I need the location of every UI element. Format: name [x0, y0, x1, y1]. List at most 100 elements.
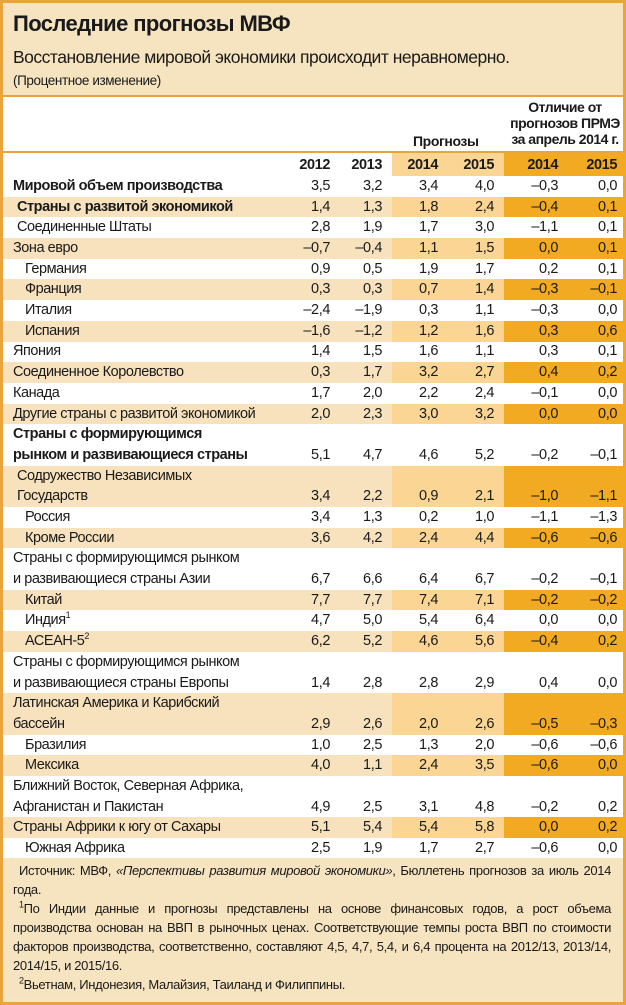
- value-2013-cell: 6,6: [363, 571, 382, 588]
- diff-2015-cell: –0,2: [568, 589, 626, 611]
- table-row: Мировой объем производства 3,5 3,2 3,4 4,0 –0…: [3, 176, 623, 197]
- table-row: Страны с формирующимся рынком и развивающ…: [3, 548, 623, 589]
- row-label: Зона евро: [3, 238, 288, 259]
- forecast-2014-cell: 6,4: [419, 571, 438, 588]
- row-label-text: рынком и развивающиеся страны: [13, 446, 248, 463]
- row-label-line: Страны с развитой экономикой: [17, 197, 288, 218]
- forecast-2015-cell: 5,2: [475, 446, 494, 463]
- row-label-text: Испания: [25, 322, 80, 339]
- forecast-2014-cell: 1,7: [419, 219, 438, 236]
- row-label-text: Другие страны с развитой экономикой: [13, 405, 256, 422]
- forecast-2014-cell: 1,8: [392, 196, 448, 218]
- table-row: Содружество Независимых Государств 3,4 2,2 0…: [3, 465, 626, 508]
- forecast-2014-cell: 2,4: [392, 527, 448, 549]
- year-header-2015-diff: 2015: [568, 153, 626, 176]
- table-group-header: Прогнозы Отличие от прогнозов ПРМЭ за ап…: [3, 97, 623, 153]
- row-label-line: Китай: [25, 590, 288, 611]
- diff-2015-cell: 0,0: [598, 840, 617, 857]
- row-label-text: Германия: [25, 260, 87, 277]
- difference-group-label: Отличие от прогнозов ПРМЭ за апрель 2014…: [503, 99, 626, 147]
- row-label-line: Бразилия: [25, 735, 288, 756]
- row-label-line: Ближний Восток, Северная Африка,: [13, 776, 288, 797]
- row-label-line: Страны с формирующимся: [13, 424, 288, 445]
- value-2013-cell: 5,4: [363, 819, 382, 836]
- value-2013-cell: 1,9: [363, 840, 382, 857]
- value-2013-cell: 5,0: [363, 612, 382, 629]
- row-label-line: Соединенное Королевство: [13, 362, 288, 383]
- row-label-text: Мексика: [25, 757, 79, 774]
- forecast-2014-cell: 1,7: [419, 840, 438, 857]
- value-2013-cell: –1,9: [355, 302, 382, 319]
- row-label-line: Латинская Америка и Карибский: [13, 693, 288, 714]
- value-2012-cell: 6,7: [311, 571, 330, 588]
- diff-2015-cell: 0,1: [598, 260, 617, 277]
- table-row: Ближний Восток, Северная Африка, Афганист…: [3, 776, 623, 817]
- diff-2014-cell: –0,4: [504, 631, 568, 652]
- difference-label-line: Отличие от: [528, 99, 602, 115]
- row-label-text: Италия: [25, 302, 72, 319]
- value-2013-cell: 4,7: [363, 446, 382, 463]
- row-label: Испания: [3, 321, 288, 342]
- forecast-2015-cell: 2,7: [475, 840, 494, 857]
- row-label-line: Россия: [25, 507, 288, 528]
- value-2012-cell: 1,4: [311, 674, 330, 691]
- row-label-text: Канада: [13, 384, 60, 401]
- diff-2015-cell: –0,3: [568, 693, 626, 735]
- diff-2015-cell: –0,1: [590, 571, 617, 588]
- footnote-mark: 2: [84, 631, 89, 642]
- value-2013-cell: 3,2: [363, 177, 382, 194]
- value-2013-cell: –1,2: [355, 322, 382, 339]
- forecast-2014-cell: 1,1: [392, 238, 448, 259]
- diff-2015-cell: 0,0: [568, 755, 626, 777]
- diff-2014-cell: –0,3: [531, 177, 558, 194]
- value-2012-cell: 1,4: [311, 343, 330, 360]
- source-title: «Перспективы развития мировой экономики»: [116, 863, 393, 878]
- forecast-2015-cell: 2,7: [448, 362, 504, 383]
- forecast-2015-cell: 1,6: [448, 320, 504, 342]
- row-label: Мексика: [3, 755, 288, 776]
- table-row: Германия 0,9 0,5 1,9 1,7 0,2 0,1: [3, 259, 623, 280]
- diff-2015-cell: –1,3: [590, 509, 617, 526]
- forecast-2014-cell: 4,6: [392, 631, 448, 652]
- row-label: Канада: [3, 383, 288, 404]
- diff-2014-cell: –0,4: [504, 196, 568, 218]
- row-label-line: Италия: [25, 300, 288, 321]
- table-row: Страны с формирующимся рынком и развивающ…: [3, 424, 623, 465]
- table-row: Япония 1,4 1,5 1,6 1,1 0,3 0,1: [3, 342, 623, 363]
- row-label-text: Афганистан и Пакистан: [13, 798, 164, 815]
- forecast-2014-cell: 2,4: [392, 755, 448, 777]
- year-header-2012: 2012: [299, 157, 330, 174]
- difference-label-line: за апрель 2014 г.: [511, 131, 619, 147]
- value-2013-cell: 2,5: [363, 736, 382, 753]
- row-label-line: Индия1: [25, 610, 288, 631]
- row-label-text: Страны Африки к югу от Сахары: [13, 819, 221, 836]
- diff-2015-cell: 0,6: [568, 320, 626, 342]
- diff-2014-cell: –0,2: [504, 589, 568, 611]
- diff-2014-cell: –0,6: [531, 840, 558, 857]
- row-label-line: и развивающиеся страны Европы: [13, 673, 288, 694]
- footnote-text: Вьетнам, Индонезия, Малайзия, Таиланд и …: [23, 977, 346, 992]
- footnotes: Источник: МВФ, «Перспективы развития мир…: [3, 858, 623, 994]
- subtitle: Восстановление мировой экономики происхо…: [13, 47, 510, 67]
- forecast-2015-cell: 4,8: [475, 798, 494, 815]
- diff-2014-cell: –1,1: [531, 509, 558, 526]
- row-label-text: и развивающиеся страны Европы: [13, 674, 229, 691]
- row-label: Италия: [3, 300, 288, 321]
- diff-2014-cell: –0,6: [504, 755, 568, 777]
- forecast-2014-cell: 3,1: [419, 798, 438, 815]
- row-label-text: Южная Африка: [25, 840, 125, 857]
- value-2013-cell: 1,7: [363, 364, 382, 381]
- row-label-text: Япония: [13, 343, 61, 360]
- forecast-2014-cell: 3,4: [419, 177, 438, 194]
- row-label-line: Южная Африка: [25, 838, 288, 859]
- forecast-2015-cell: 4,4: [448, 527, 504, 549]
- forecast-2015-cell: 3,2: [448, 403, 504, 425]
- forecast-2015-cell: 1,0: [475, 509, 494, 526]
- forecast-table: Прогнозы Отличие от прогнозов ПРМЭ за ап…: [3, 97, 626, 859]
- row-label-text: Государств: [17, 488, 88, 505]
- row-label: Кроме России: [3, 528, 288, 549]
- row-label-line: Канада: [13, 383, 288, 404]
- forecast-2014-cell: 1,2: [392, 320, 448, 342]
- row-label-line: АСЕАН-52: [25, 631, 288, 652]
- value-2012-cell: 0,3: [311, 281, 330, 298]
